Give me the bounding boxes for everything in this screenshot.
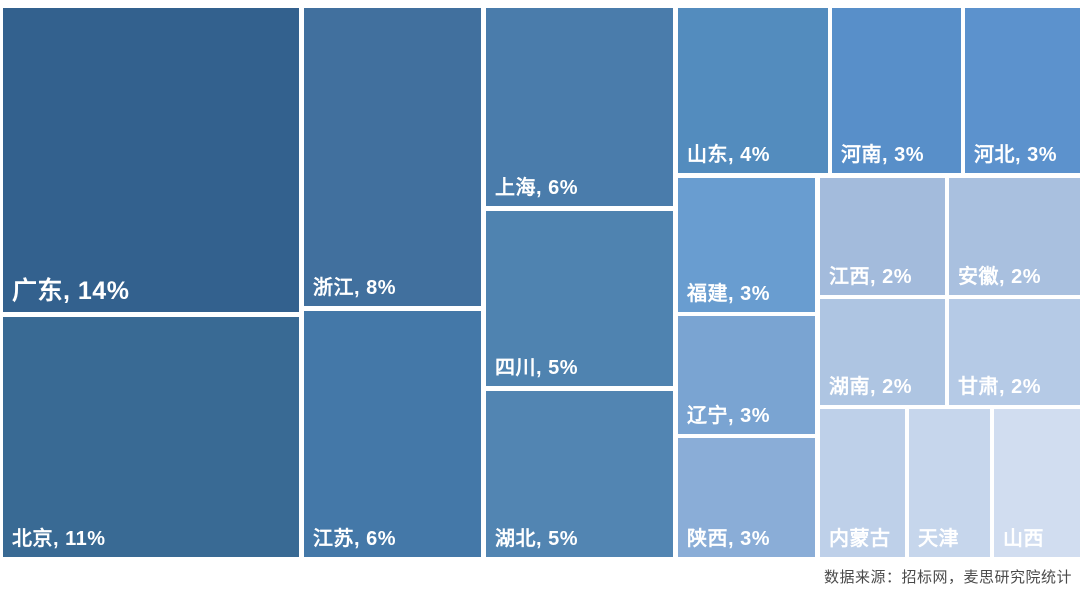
treemap-cell-label: 内蒙古: [829, 528, 891, 550]
data-source-note: 数据来源：招标网，麦思研究院统计: [823, 569, 1072, 586]
treemap-cell-4: 江苏, 6%: [304, 311, 481, 557]
treemap-cell-label: 北京, 11%: [12, 528, 106, 550]
treemap-cell-label: 湖北, 5%: [495, 528, 579, 550]
treemap-cell-18: 内蒙古: [820, 409, 905, 557]
treemap-cell-19: 天津: [909, 409, 990, 557]
treemap-cell-label: 安徽, 2%: [958, 266, 1042, 288]
treemap-cell-label: 甘肃, 2%: [958, 376, 1042, 398]
treemap-cell-label: 山东, 4%: [687, 144, 771, 166]
treemap-cell-label: 天津: [918, 528, 959, 550]
treemap-cell-14: 江西, 2%: [820, 178, 945, 295]
treemap-cell-17: 甘肃, 2%: [949, 299, 1080, 405]
treemap-cell-2: 北京, 11%: [3, 317, 299, 557]
treemap-cell-13: 陕西, 3%: [678, 438, 815, 557]
treemap-cell-label: 山西: [1003, 528, 1044, 550]
treemap-cell-7: 湖北, 5%: [486, 391, 673, 557]
treemap-cell-15: 安徽, 2%: [949, 178, 1080, 295]
treemap-cell-label: 河南, 3%: [841, 144, 925, 166]
treemap-cell-5: 上海, 6%: [486, 8, 673, 206]
treemap-cell-label: 福建, 3%: [687, 283, 771, 305]
treemap-cell-10: 河北, 3%: [965, 8, 1080, 173]
treemap-cell-label: 上海, 6%: [495, 177, 579, 199]
treemap-cell-6: 四川, 5%: [486, 211, 673, 386]
treemap-cell-11: 福建, 3%: [678, 178, 815, 312]
treemap-cell-3: 浙江, 8%: [304, 8, 481, 306]
treemap-cell-label: 江西, 2%: [829, 266, 913, 288]
treemap-cell-16: 湖南, 2%: [820, 299, 945, 405]
treemap-cell-1: 广东, 14%: [3, 8, 299, 312]
treemap-cell-label: 湖南, 2%: [829, 376, 913, 398]
treemap-cell-label: 广东, 14%: [12, 276, 130, 305]
treemap-cell-label: 陕西, 3%: [687, 528, 771, 550]
treemap-cell-20: 山西: [994, 409, 1080, 557]
treemap-cell-label: 四川, 5%: [495, 357, 579, 379]
treemap-cell-label: 江苏, 6%: [313, 528, 397, 550]
treemap-plot-area: 广东, 14% 北京, 11% 浙江, 8% 江苏, 6% 上海, 6% 四川, 5% 湖北…: [3, 8, 1080, 557]
treemap-cell-9: 河南, 3%: [832, 8, 961, 173]
treemap-cell-label: 辽宁, 3%: [687, 405, 771, 427]
treemap-cell-label: 河北, 3%: [974, 144, 1058, 166]
treemap-cell-label: 浙江, 8%: [313, 277, 397, 299]
treemap-cell-12: 辽宁, 3%: [678, 316, 815, 434]
treemap-cell-8: 山东, 4%: [678, 8, 828, 173]
